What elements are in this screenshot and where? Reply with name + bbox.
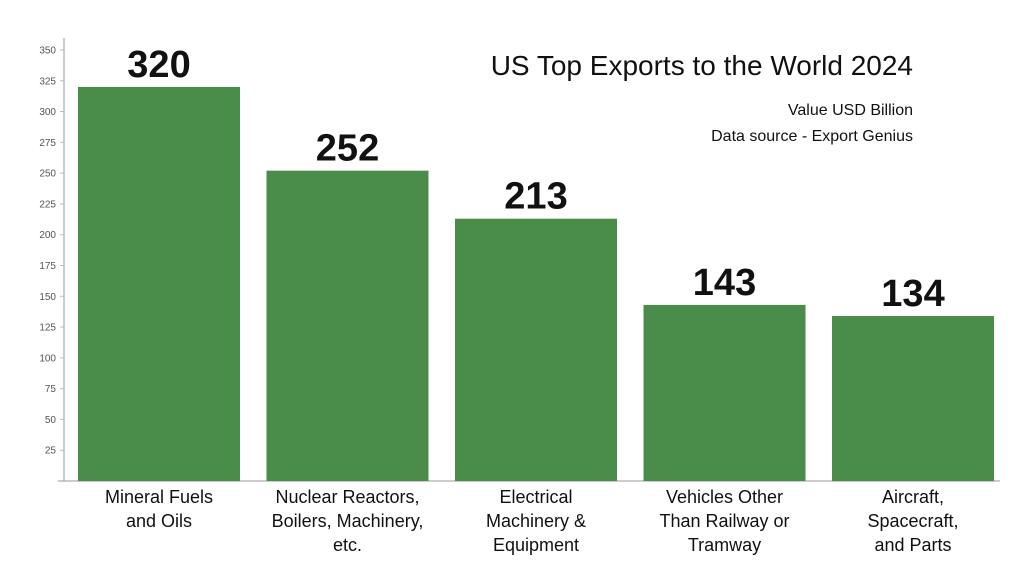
chart-subtitle-units: Value USD Billion xyxy=(788,102,913,119)
bars: 320 Mineral Fuels and Oils 252 Nuclear React… xyxy=(78,44,994,555)
x-tick-label: Mineral Fuels xyxy=(105,487,213,507)
x-tick-label: Aircraft, xyxy=(882,487,944,507)
y-tick-label: 350 xyxy=(39,46,56,57)
y-tick-label: 200 xyxy=(39,230,56,241)
y-tick-label: 125 xyxy=(39,323,56,334)
x-tick-label: Than Railway or xyxy=(659,511,789,531)
y-tick-label: 175 xyxy=(39,261,56,272)
bar xyxy=(266,170,429,481)
y-tick-label: 275 xyxy=(39,138,56,149)
y-tick-label: 75 xyxy=(45,384,57,395)
data-label: 143 xyxy=(693,262,756,304)
chart-subtitle-source: Data source - Export Genius xyxy=(711,128,913,145)
x-tick-label: Boilers, Machinery, xyxy=(272,511,424,531)
bar xyxy=(455,218,617,481)
chart-title: US Top Exports to the World 2024 xyxy=(491,50,913,81)
x-tick-label: and Oils xyxy=(126,511,192,531)
data-label: 134 xyxy=(881,273,944,315)
bar xyxy=(78,86,240,481)
x-tick-label: Nuclear Reactors, xyxy=(275,487,419,507)
x-tick-label: Tramway xyxy=(688,535,761,555)
bar xyxy=(832,315,994,481)
x-tick-label: Vehicles Other xyxy=(666,487,783,507)
x-tick-label: etc. xyxy=(333,535,362,555)
y-tick-label: 225 xyxy=(39,199,56,210)
data-label: 320 xyxy=(127,44,190,86)
x-tick-label: and Parts xyxy=(874,535,951,555)
y-tick-label: 150 xyxy=(39,292,56,303)
x-tick-label: Equipment xyxy=(493,535,579,555)
y-tick-label: 325 xyxy=(39,76,56,87)
x-tick-label: Spacecraft, xyxy=(867,511,958,531)
data-label: 213 xyxy=(504,176,567,218)
bar xyxy=(643,304,806,481)
x-tick-label: Electrical xyxy=(499,487,572,507)
data-label: 252 xyxy=(316,128,379,170)
y-tick-label: 250 xyxy=(39,169,56,180)
y-tick-label: 50 xyxy=(45,415,57,426)
y-tick-label: 300 xyxy=(39,107,56,118)
x-tick-label: Machinery & xyxy=(486,511,586,531)
y-tick-label: 25 xyxy=(45,446,57,457)
y-tick-label: 100 xyxy=(39,353,56,364)
